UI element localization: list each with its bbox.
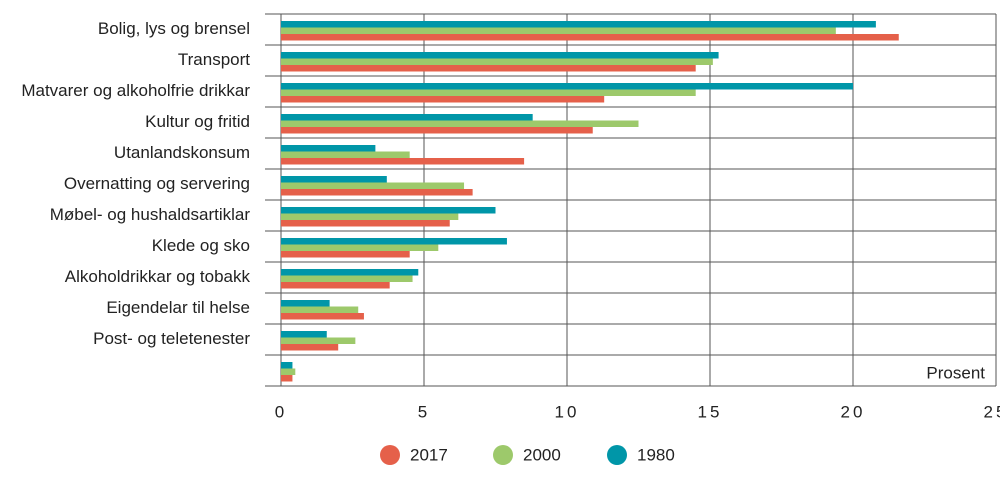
bar xyxy=(281,344,339,351)
bar xyxy=(281,207,496,214)
bar xyxy=(281,96,605,103)
x-tick-label: 20 xyxy=(841,402,866,421)
bar xyxy=(281,127,593,134)
bar xyxy=(281,213,459,220)
bar xyxy=(281,58,713,65)
category-label: Alkoholdrikkar og tobakk xyxy=(65,267,251,286)
bar xyxy=(281,89,696,96)
bar xyxy=(281,275,413,282)
x-tick-label: 25 xyxy=(984,402,1000,421)
bar xyxy=(281,375,293,382)
x-tick-label: 10 xyxy=(555,402,580,421)
bar xyxy=(281,269,419,276)
category-label: Kultur og fritid xyxy=(145,112,250,131)
bar xyxy=(281,282,390,289)
bar xyxy=(281,251,410,258)
legend-marker xyxy=(493,445,513,465)
bar xyxy=(281,52,719,59)
bar xyxy=(281,306,359,313)
x-tick-label: 0 xyxy=(275,402,287,421)
bar xyxy=(281,368,296,375)
bar xyxy=(281,176,387,183)
x-tick-label: 15 xyxy=(698,402,723,421)
x-tick-label: 5 xyxy=(418,402,430,421)
bar xyxy=(281,21,876,28)
bar xyxy=(281,27,836,34)
bar xyxy=(281,182,465,189)
category-label: Transport xyxy=(178,50,250,69)
bar xyxy=(281,151,410,158)
legend-label: 2017 xyxy=(410,445,448,464)
category-label: Matvarer og alkoholfrie drikkar xyxy=(21,81,250,100)
bar xyxy=(281,34,899,41)
bar xyxy=(281,300,330,307)
legend-label: 2000 xyxy=(523,445,561,464)
bar xyxy=(281,145,376,152)
legend-marker xyxy=(380,445,400,465)
bar xyxy=(281,362,293,369)
bar xyxy=(281,331,327,338)
bar xyxy=(281,114,533,121)
bar xyxy=(281,120,639,127)
bar xyxy=(281,337,356,344)
legend-label: 1980 xyxy=(637,445,675,464)
bar xyxy=(281,244,439,251)
x-axis-label: Prosent xyxy=(926,363,985,382)
bar xyxy=(281,220,450,227)
category-label: Eigendelar til helse xyxy=(106,298,250,317)
category-label: Post- og teletenester xyxy=(93,329,250,348)
category-label: Overnatting og servering xyxy=(64,174,250,193)
legend-marker xyxy=(607,445,627,465)
category-label: Bolig, lys og brensel xyxy=(98,19,250,38)
category-label: Møbel- og hushaldsartiklar xyxy=(50,205,251,224)
category-label: Utanlandskonsum xyxy=(114,143,250,162)
bar xyxy=(281,313,364,320)
bar xyxy=(281,65,696,72)
bar xyxy=(281,238,507,245)
bar xyxy=(281,83,853,90)
bar xyxy=(281,158,525,165)
category-label: Klede og sko xyxy=(152,236,250,255)
bar xyxy=(281,189,473,196)
